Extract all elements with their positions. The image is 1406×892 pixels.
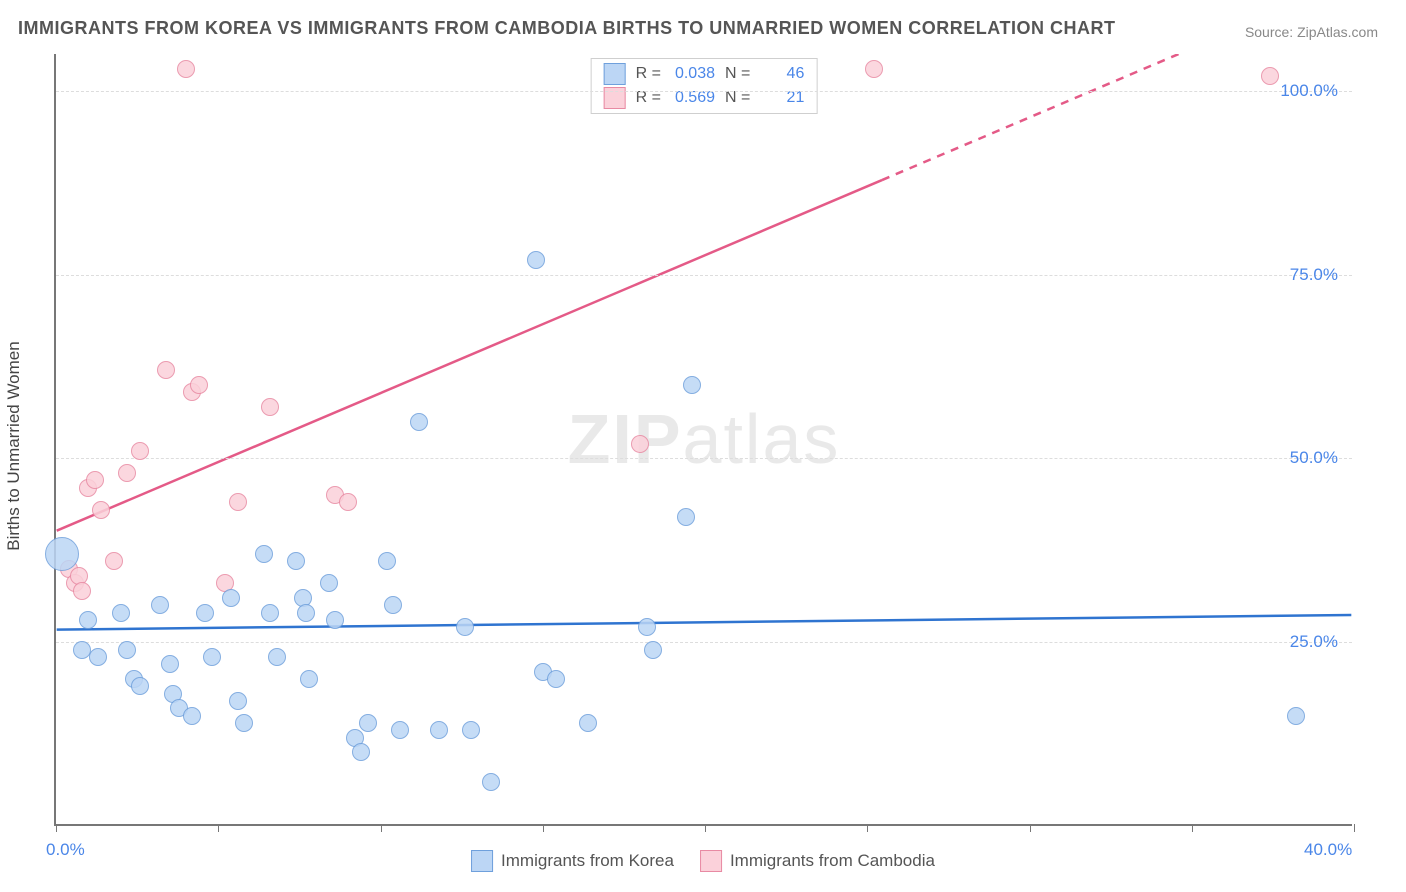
- data-point-pink: [631, 435, 649, 453]
- data-point-blue: [683, 376, 701, 394]
- data-point-blue: [638, 618, 656, 636]
- data-point-pink: [118, 464, 136, 482]
- data-point-pink: [190, 376, 208, 394]
- data-point-blue: [1287, 707, 1305, 725]
- data-point-blue: [547, 670, 565, 688]
- data-point-blue: [183, 707, 201, 725]
- data-point-pink: [229, 493, 247, 511]
- y-tick-label: 25.0%: [1290, 632, 1338, 652]
- data-point-blue: [261, 604, 279, 622]
- data-point-blue: [131, 677, 149, 695]
- x-tick-label: 0.0%: [46, 840, 85, 860]
- legend-text: N =: [725, 65, 750, 83]
- x-tick: [1354, 824, 1355, 832]
- data-point-blue: [300, 670, 318, 688]
- data-point-blue: [79, 611, 97, 629]
- trend-lines-layer: [56, 54, 1352, 824]
- data-point-blue: [89, 648, 107, 666]
- data-point-pink: [865, 60, 883, 78]
- y-tick-label: 100.0%: [1280, 81, 1338, 101]
- data-point-blue: [161, 655, 179, 673]
- data-point-blue: [384, 596, 402, 614]
- correlation-legend: R =0.038N =46R =0.569N =21: [591, 58, 818, 114]
- data-point-pink: [92, 501, 110, 519]
- legend-swatch-blue: [471, 850, 493, 872]
- data-point-blue: [112, 604, 130, 622]
- data-point-blue: [482, 773, 500, 791]
- legend-text: R =: [636, 65, 661, 83]
- x-tick: [56, 824, 57, 832]
- x-tick: [705, 824, 706, 832]
- gridline: [56, 91, 1352, 92]
- x-tick: [1030, 824, 1031, 832]
- data-point-blue: [268, 648, 286, 666]
- data-point-blue: [352, 743, 370, 761]
- gridline: [56, 458, 1352, 459]
- legend-text: 0.038: [671, 65, 715, 83]
- data-point-blue: [456, 618, 474, 636]
- legend-item: Immigrants from Korea: [471, 850, 674, 872]
- data-point-blue: [297, 604, 315, 622]
- series-legend: Immigrants from Korea Immigrants from Cam…: [471, 850, 935, 872]
- data-point-blue: [326, 611, 344, 629]
- data-point-blue: [45, 537, 79, 571]
- x-tick: [381, 824, 382, 832]
- data-point-blue: [222, 589, 240, 607]
- data-point-blue: [462, 721, 480, 739]
- data-point-blue: [235, 714, 253, 732]
- x-tick: [218, 824, 219, 832]
- data-point-blue: [391, 721, 409, 739]
- y-tick-label: 50.0%: [1290, 448, 1338, 468]
- data-point-blue: [359, 714, 377, 732]
- x-tick: [867, 824, 868, 832]
- data-point-blue: [203, 648, 221, 666]
- legend-text: 46: [760, 65, 804, 83]
- data-point-pink: [131, 442, 149, 460]
- data-point-blue: [677, 508, 695, 526]
- gridline: [56, 642, 1352, 643]
- chart-title: IMMIGRANTS FROM KOREA VS IMMIGRANTS FROM…: [18, 18, 1115, 39]
- data-point-pink: [1261, 67, 1279, 85]
- data-point-pink: [177, 60, 195, 78]
- data-point-blue: [255, 545, 273, 563]
- data-point-blue: [410, 413, 428, 431]
- data-point-pink: [261, 398, 279, 416]
- legend-swatch-blue: [604, 63, 626, 85]
- legend-item: Immigrants from Cambodia: [700, 850, 935, 872]
- legend-swatch-pink: [700, 850, 722, 872]
- data-point-blue: [527, 251, 545, 269]
- data-point-pink: [105, 552, 123, 570]
- watermark: ZIPatlas: [568, 399, 841, 479]
- x-tick-label: 40.0%: [1304, 840, 1352, 860]
- data-point-blue: [196, 604, 214, 622]
- y-axis-label: Births to Unmarried Women: [4, 341, 24, 550]
- data-point-blue: [118, 641, 136, 659]
- data-point-blue: [320, 574, 338, 592]
- data-point-blue: [644, 641, 662, 659]
- data-point-blue: [579, 714, 597, 732]
- source-attribution: Source: ZipAtlas.com: [1245, 24, 1378, 40]
- legend-label: Immigrants from Cambodia: [730, 851, 935, 871]
- scatter-plot-area: ZIPatlas R =0.038N =46R =0.569N =21 25.0…: [54, 54, 1352, 826]
- data-point-pink: [86, 471, 104, 489]
- data-point-blue: [229, 692, 247, 710]
- y-tick-label: 75.0%: [1290, 265, 1338, 285]
- data-point-blue: [287, 552, 305, 570]
- x-tick: [543, 824, 544, 832]
- data-point-blue: [430, 721, 448, 739]
- data-point-blue: [378, 552, 396, 570]
- data-point-pink: [339, 493, 357, 511]
- gridline: [56, 275, 1352, 276]
- data-point-pink: [73, 582, 91, 600]
- legend-label: Immigrants from Korea: [501, 851, 674, 871]
- data-point-blue: [151, 596, 169, 614]
- data-point-pink: [157, 361, 175, 379]
- x-tick: [1192, 824, 1193, 832]
